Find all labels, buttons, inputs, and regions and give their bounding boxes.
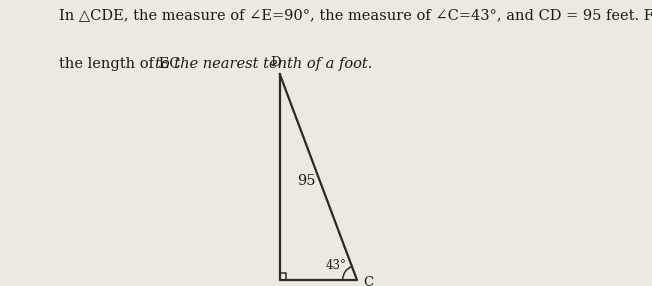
Text: 95: 95 bbox=[297, 174, 316, 188]
Text: D: D bbox=[271, 56, 281, 69]
Text: In △CDE, the measure of ∠E=90°, the measure of ∠C=43°, and CD = 95 feet. Find: In △CDE, the measure of ∠E=90°, the meas… bbox=[59, 9, 652, 23]
Text: the length of EC: the length of EC bbox=[59, 57, 185, 71]
Text: 43°: 43° bbox=[325, 259, 346, 271]
Text: C: C bbox=[363, 276, 374, 286]
Text: to the nearest tenth of a foot.: to the nearest tenth of a foot. bbox=[155, 57, 372, 71]
